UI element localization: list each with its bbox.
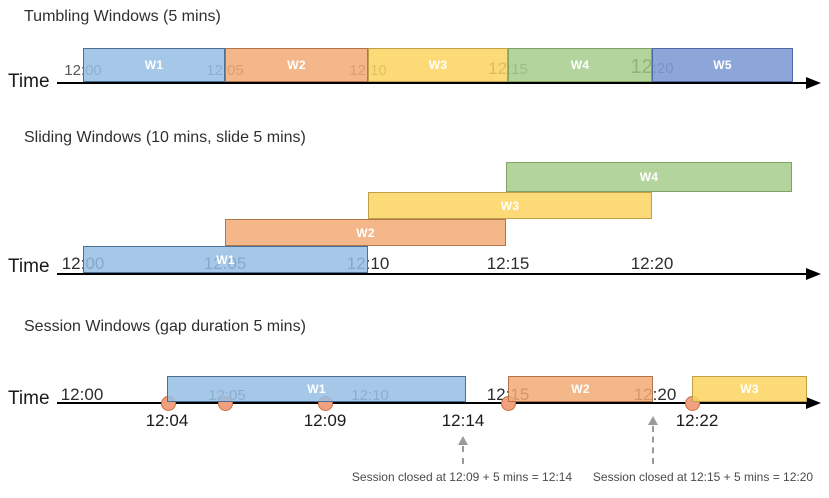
window-label: W3: [500, 198, 520, 213]
window-label: W1: [144, 58, 164, 72]
sliding-window-bar-w4: W4: [506, 162, 792, 192]
tumbling-window-bar-w1: W1: [83, 48, 225, 82]
session-close-arrow-up-icon: [458, 436, 468, 445]
session-close-arrow-shaft: [462, 446, 464, 464]
tumbling-time-axis-line: [57, 82, 808, 84]
event-time-label-1222: 12:22: [675, 411, 719, 430]
window-label: W3: [428, 58, 448, 72]
tumbling-window-bar-w5: W5: [652, 48, 793, 82]
session-tick-1200: 12:00: [60, 385, 104, 404]
window-label: W3: [740, 382, 759, 396]
window-label: W5: [713, 58, 732, 72]
session-time-axis-line: [57, 402, 808, 404]
window-label: W4: [639, 170, 659, 184]
session-close-arrow-up-icon: [648, 416, 658, 425]
window-label: W2: [571, 382, 590, 396]
sliding-tick-1215: 12:15: [486, 254, 530, 273]
tumbling-window-bar-w4: W4: [508, 48, 652, 82]
tumbling-window-bar-w3: W3: [368, 48, 508, 82]
window-label: W4: [570, 58, 590, 72]
session-window-bar-w1: W1: [167, 376, 466, 402]
window-label: W2: [287, 58, 306, 72]
sliding-time-axis-label: Time: [8, 256, 50, 277]
session-close-annotation-1: Session closed at 12:09 + 5 mins = 12:14: [351, 470, 573, 484]
sliding-window-bar-w2: W2: [225, 219, 506, 246]
event-time-label-1204: 12:04: [145, 411, 189, 430]
tumbling-window-bar-w2: W2: [225, 48, 368, 82]
window-label: W1: [216, 252, 235, 267]
sliding-time-axis-line: [57, 273, 808, 275]
session-section-title: Session Windows (gap duration 5 mins): [24, 318, 306, 335]
sliding-axis-arrowhead-icon: [806, 268, 821, 280]
event-time-label-1214: 12:14: [441, 411, 485, 430]
tumbling-axis-arrowhead-icon: [806, 77, 821, 89]
tumbling-time-axis-label: Time: [8, 71, 50, 92]
window-label: W1: [307, 382, 326, 396]
session-close-arrow-shaft: [652, 426, 654, 464]
sliding-tick-1220: 12:20: [630, 254, 674, 273]
window-label: W2: [356, 225, 375, 240]
session-axis-arrowhead-icon: [806, 397, 821, 409]
tumbling-section-title: Tumbling Windows (5 mins): [24, 8, 221, 25]
sliding-window-bar-w1: W1: [83, 246, 368, 273]
sliding-section-title: Sliding Windows (10 mins, slide 5 mins): [24, 129, 306, 146]
session-close-annotation-2: Session closed at 12:15 + 5 mins = 12:20: [592, 470, 814, 484]
sliding-window-bar-w3: W3: [368, 192, 652, 219]
session-time-axis-label: Time: [8, 388, 50, 409]
session-window-bar-w2: W2: [508, 376, 653, 402]
event-time-label-1209: 12:09: [303, 411, 347, 430]
session-window-bar-w3: W3: [692, 376, 807, 402]
